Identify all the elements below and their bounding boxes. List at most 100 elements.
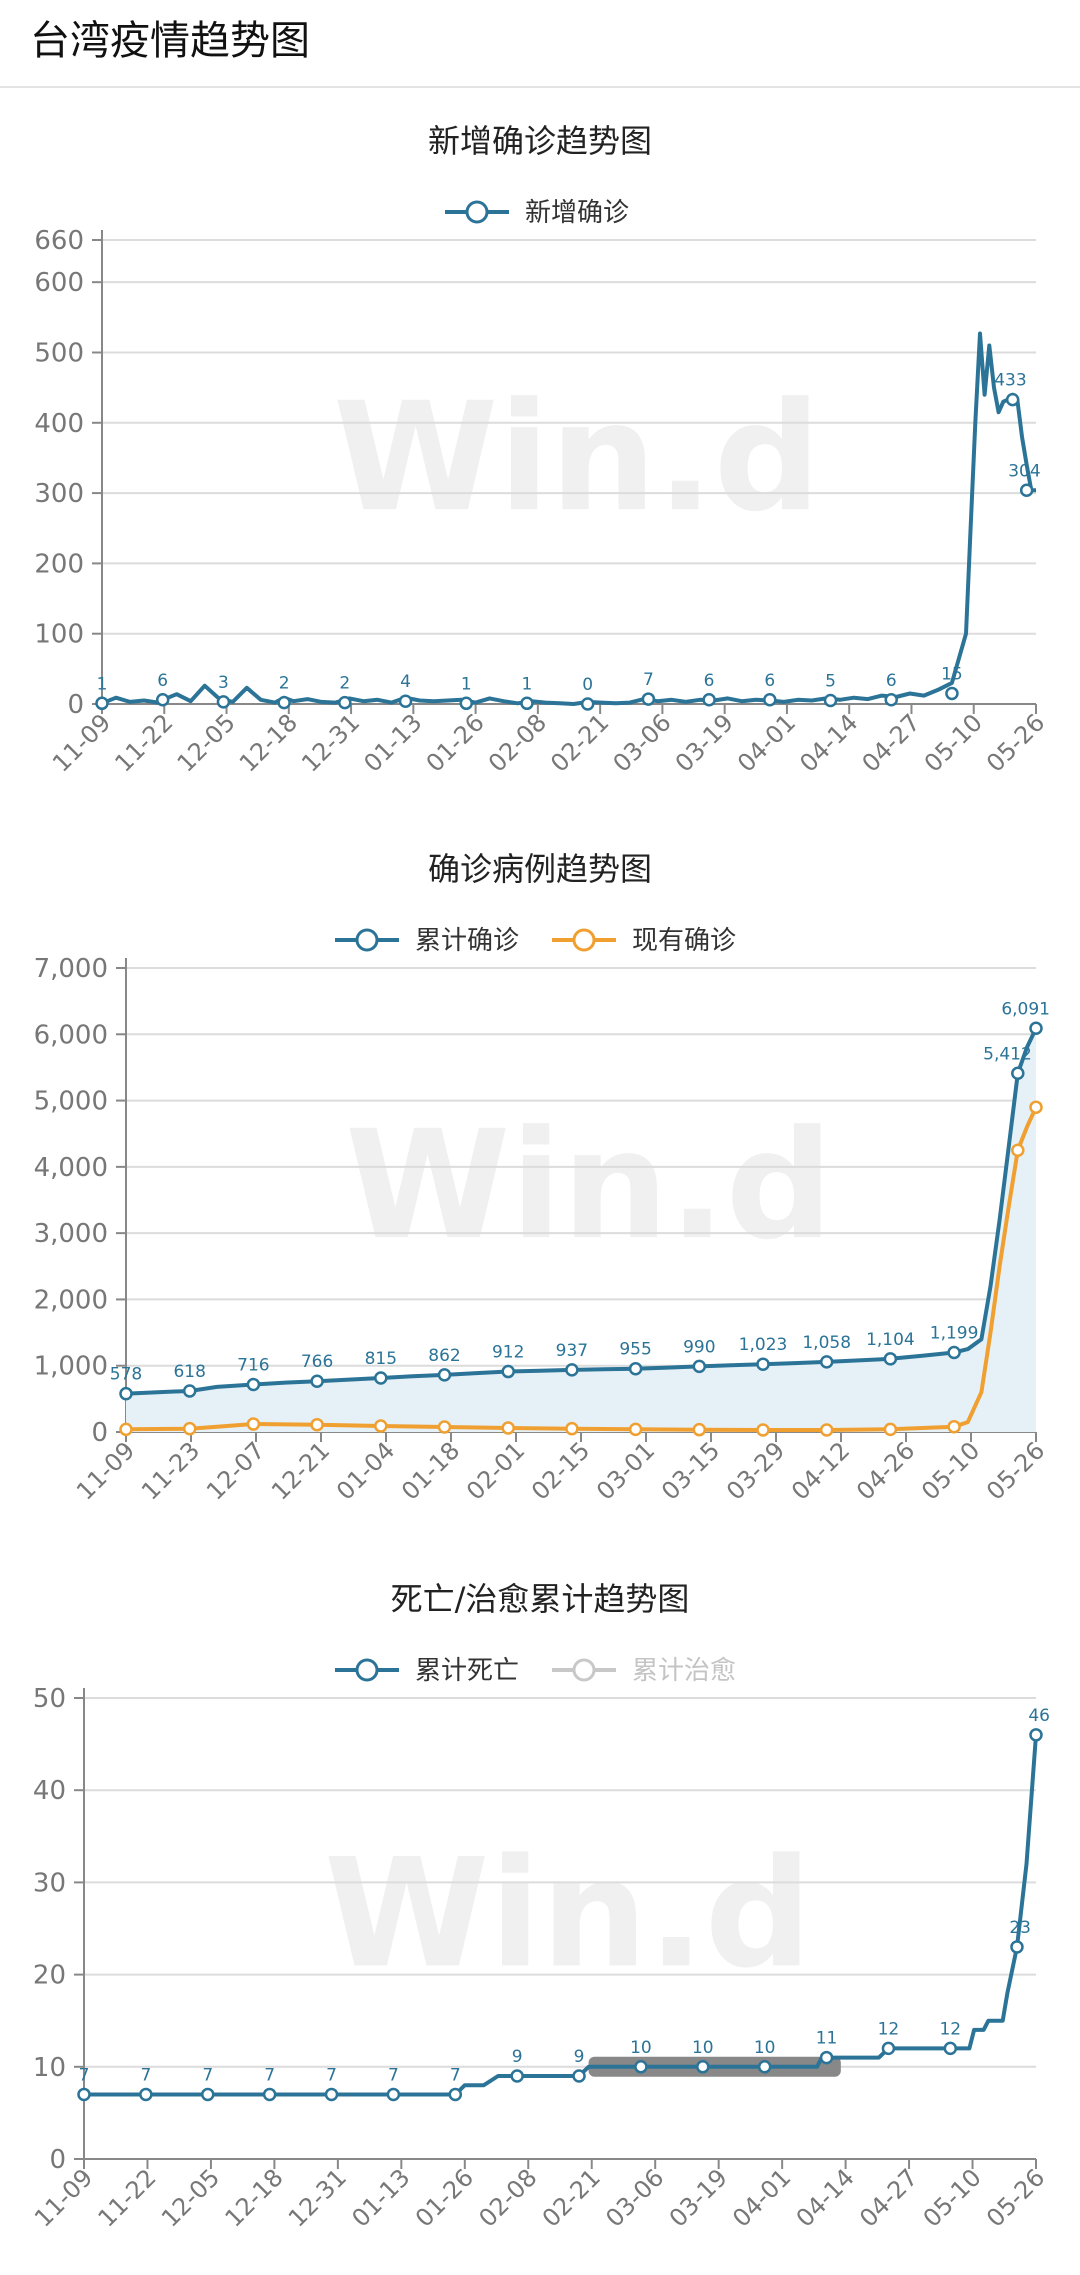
data-point[interactable] bbox=[246, 1417, 261, 1431]
new-cases-chart[interactable]: 新增确诊趋势图 新增确诊 Win.d 0 100 200 300 400 500 600 660 11… bbox=[0, 100, 1080, 820]
data-point[interactable] bbox=[459, 696, 474, 711]
data-point[interactable] bbox=[641, 692, 656, 706]
data-point[interactable] bbox=[565, 1421, 579, 1436]
data-point[interactable] bbox=[628, 1361, 643, 1376]
data-point[interactable] bbox=[1019, 483, 1034, 498]
legend-item-1[interactable]: 累计确诊 bbox=[335, 926, 519, 956]
data-point[interactable] bbox=[520, 696, 534, 711]
data-point[interactable] bbox=[702, 693, 716, 707]
chart-title: 确诊病例趋势图 bbox=[428, 850, 652, 888]
legend-item-2[interactable]: 现有确诊 bbox=[552, 926, 736, 956]
data-point[interactable] bbox=[501, 1421, 515, 1435]
data-point[interactable] bbox=[437, 1420, 452, 1434]
y-tick-label: 1,000 bbox=[34, 1352, 108, 1382]
series-line-1 bbox=[125, 1027, 1038, 1396]
data-point[interactable] bbox=[756, 1357, 770, 1371]
data-point[interactable] bbox=[883, 1422, 898, 1437]
y-tick-label: 3,000 bbox=[34, 1219, 108, 1249]
data-label: 2 bbox=[339, 674, 350, 694]
data-point[interactable] bbox=[1029, 1021, 1043, 1036]
data-point[interactable] bbox=[398, 694, 413, 708]
data-point[interactable] bbox=[310, 1417, 324, 1432]
data-point[interactable] bbox=[95, 696, 109, 711]
data-label: 1 bbox=[522, 674, 533, 694]
legend-item-1[interactable]: 新增确诊 bbox=[445, 198, 629, 228]
data-point[interactable] bbox=[692, 1359, 707, 1374]
deaths-recovered-chart[interactable]: 死亡/治愈累计趋势图 累计死亡 累计治愈 Win.d 0 10 20 30 40 50 11-09 1… bbox=[0, 1558, 1080, 2275]
data-point[interactable] bbox=[1010, 1940, 1024, 1954]
data-point[interactable] bbox=[216, 695, 231, 709]
data-point[interactable] bbox=[448, 2087, 463, 2102]
data-point[interactable] bbox=[338, 695, 352, 710]
data-point[interactable] bbox=[1011, 1143, 1025, 1158]
data-label: 7 bbox=[202, 2065, 213, 2085]
data-point[interactable] bbox=[262, 2087, 277, 2102]
data-point[interactable] bbox=[119, 1386, 133, 1401]
data-point[interactable] bbox=[246, 1377, 261, 1392]
data-point[interactable] bbox=[756, 1423, 770, 1437]
data-point[interactable] bbox=[819, 1423, 834, 1437]
data-point[interactable] bbox=[696, 2060, 710, 2074]
data-point[interactable] bbox=[1029, 1100, 1043, 1114]
x-tick-label: 02-21 bbox=[537, 2163, 606, 2232]
y-tick-label: 300 bbox=[34, 479, 84, 509]
data-point[interactable] bbox=[883, 1352, 898, 1366]
data-point[interactable] bbox=[580, 697, 595, 711]
data-point[interactable] bbox=[310, 1374, 324, 1388]
data-point[interactable] bbox=[823, 693, 838, 708]
data-point[interactable] bbox=[77, 2087, 91, 2102]
data-label: 304 bbox=[1008, 461, 1040, 481]
data-point[interactable] bbox=[139, 2087, 153, 2102]
data-point[interactable] bbox=[201, 2087, 215, 2102]
data-point[interactable] bbox=[374, 1419, 388, 1433]
data-point[interactable] bbox=[374, 1371, 388, 1385]
data-point[interactable] bbox=[155, 693, 170, 707]
y-tick-label: 4,000 bbox=[34, 1153, 108, 1183]
data-point[interactable] bbox=[947, 1419, 961, 1434]
data-point[interactable] bbox=[277, 695, 291, 710]
data-label: 5,412 bbox=[983, 1044, 1032, 1064]
data-point[interactable] bbox=[819, 1355, 834, 1369]
data-point[interactable] bbox=[763, 693, 777, 707]
data-point[interactable] bbox=[386, 2087, 401, 2102]
data-label: 7 bbox=[264, 2065, 275, 2085]
data-point[interactable] bbox=[1011, 1066, 1025, 1081]
y-tick-label: 0 bbox=[67, 690, 84, 720]
y-tick-label: 660 bbox=[34, 226, 84, 256]
data-point[interactable] bbox=[945, 686, 959, 701]
data-point[interactable] bbox=[182, 1384, 197, 1398]
data-point[interactable] bbox=[884, 693, 898, 707]
legend-item-1[interactable]: 累计死亡 bbox=[335, 1656, 519, 1686]
data-point[interactable] bbox=[692, 1422, 707, 1437]
data-point[interactable] bbox=[881, 2041, 896, 2056]
data-point[interactable] bbox=[119, 1422, 133, 1437]
data-point[interactable] bbox=[565, 1363, 579, 1377]
data-point[interactable] bbox=[943, 2041, 958, 2056]
data-point[interactable] bbox=[1029, 1728, 1043, 1742]
data-point[interactable] bbox=[819, 2050, 834, 2065]
x-tick-label: 02-15 bbox=[526, 1436, 595, 1505]
data-point[interactable] bbox=[572, 2069, 586, 2083]
data-point[interactable] bbox=[182, 1421, 197, 1436]
y-tick-label: 40 bbox=[33, 1776, 66, 1806]
data-point[interactable] bbox=[947, 1345, 961, 1360]
data-point[interactable] bbox=[510, 2069, 524, 2083]
legend-item-2[interactable]: 累计治愈 bbox=[552, 1656, 736, 1686]
data-point[interactable] bbox=[1005, 392, 1020, 407]
data-point[interactable] bbox=[628, 1422, 643, 1437]
watermark: Win.d bbox=[324, 1827, 812, 2001]
confirmed-cases-chart[interactable]: 确诊病例趋势图 累计确诊 现有确诊 Win.d 0 1,000 2,000 3,000 4,00… bbox=[0, 828, 1080, 1548]
data-point[interactable] bbox=[437, 1368, 452, 1382]
x-tick-label: 01-26 bbox=[421, 708, 490, 777]
data-point[interactable] bbox=[634, 2060, 648, 2074]
data-label: 5 bbox=[825, 671, 836, 691]
x-tick-label: 04-26 bbox=[851, 1436, 920, 1505]
y-tick-label: 20 bbox=[33, 1961, 66, 1991]
data-label: 9 bbox=[574, 2047, 585, 2067]
data-label: 1,058 bbox=[802, 1333, 851, 1353]
x-tick-label: 11-23 bbox=[136, 1436, 205, 1505]
data-point[interactable] bbox=[501, 1364, 515, 1379]
data-point[interactable] bbox=[757, 2060, 772, 2074]
data-point[interactable] bbox=[324, 2087, 339, 2102]
legend-label: 累计死亡 bbox=[415, 1656, 519, 1686]
